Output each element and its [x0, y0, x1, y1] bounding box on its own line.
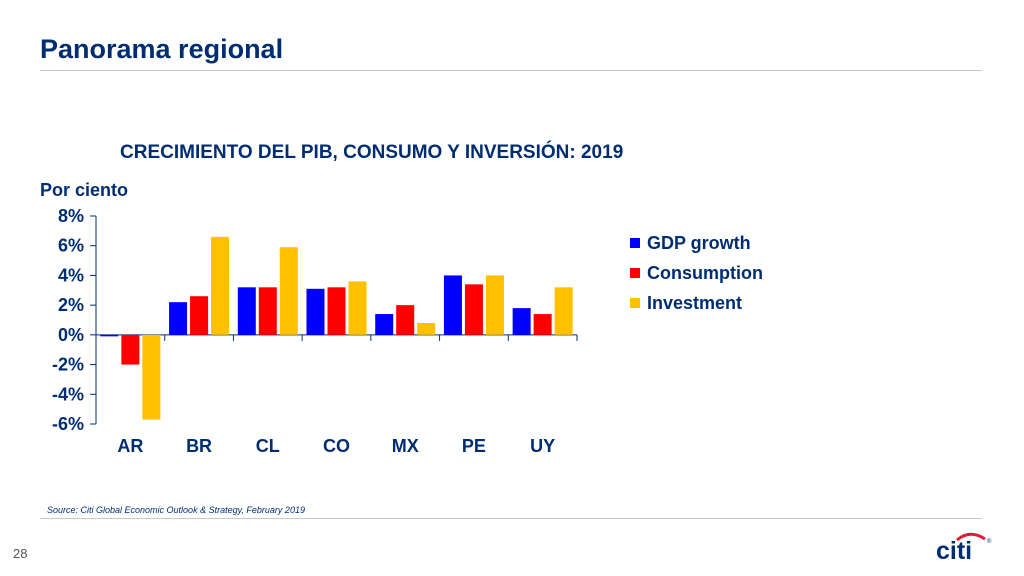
bar-gdp-growth — [512, 308, 531, 335]
legend-label: GDP growth — [647, 232, 751, 253]
logo-arc — [956, 532, 986, 542]
bar-investment — [348, 281, 367, 335]
footer-divider — [40, 518, 982, 519]
y-tick-label: -6% — [52, 414, 84, 434]
y-tick-label: -2% — [52, 355, 84, 375]
bar-investment — [554, 287, 573, 335]
bar-consumption — [121, 334, 140, 365]
bar-investment — [142, 334, 161, 420]
x-tick-label: PE — [462, 436, 486, 456]
x-tick-label: AR — [117, 436, 143, 456]
bar-gdp-growth — [237, 287, 256, 335]
bar-investment — [485, 275, 504, 335]
bar-gdp-growth — [375, 314, 394, 335]
bar-investment — [279, 247, 298, 335]
legend-swatch — [630, 298, 640, 308]
chart-title: CRECIMIENTO DEL PIB, CONSUMO Y INVERSIÓN… — [120, 142, 624, 163]
legend-label: Investment — [647, 292, 743, 313]
bar-investment — [417, 322, 436, 335]
logo-registered-mark: ® — [987, 538, 992, 545]
legend-swatch — [630, 238, 640, 248]
source-note: Source: Citi Global Economic Outlook & S… — [47, 505, 305, 515]
bar-gdp-growth — [306, 288, 325, 335]
y-tick-label: 6% — [58, 236, 84, 256]
y-tick-label: 4% — [58, 265, 84, 285]
bar-consumption — [533, 314, 552, 335]
legend-swatch — [630, 268, 640, 278]
bar-gdp-growth — [443, 275, 462, 335]
bar-consumption — [258, 287, 277, 335]
x-tick-label: CL — [256, 436, 280, 456]
x-tick-label: UY — [530, 436, 555, 456]
title-divider — [40, 70, 982, 71]
y-axis-unit-label: Por ciento — [40, 180, 129, 200]
bar-consumption — [464, 284, 483, 335]
logo-text: citi — [936, 537, 972, 564]
bar-consumption — [396, 305, 415, 335]
bar-consumption — [327, 287, 346, 335]
citi-logo: citi ® — [936, 532, 992, 564]
y-tick-label: 2% — [58, 295, 84, 315]
x-tick-label: CO — [323, 436, 350, 456]
legend-label: Consumption — [647, 262, 763, 283]
x-tick-label: BR — [186, 436, 212, 456]
chart-legend: GDP growth Consumption Investment — [630, 228, 763, 318]
legend-item: Consumption — [630, 258, 763, 288]
legend-item: GDP growth — [630, 228, 763, 258]
bar-gdp-growth — [169, 302, 188, 335]
legend-item: Investment — [630, 288, 763, 318]
bar-consumption — [190, 296, 209, 335]
bar-gdp-growth — [100, 334, 119, 337]
bar-investment — [211, 236, 230, 335]
y-tick-label: 8% — [58, 206, 84, 226]
x-tick-label: MX — [392, 436, 419, 456]
slide-title: Panorama regional — [40, 34, 284, 64]
page-number: 28 — [13, 546, 28, 561]
y-tick-label: 0% — [58, 325, 84, 345]
y-tick-label: -4% — [52, 384, 84, 404]
